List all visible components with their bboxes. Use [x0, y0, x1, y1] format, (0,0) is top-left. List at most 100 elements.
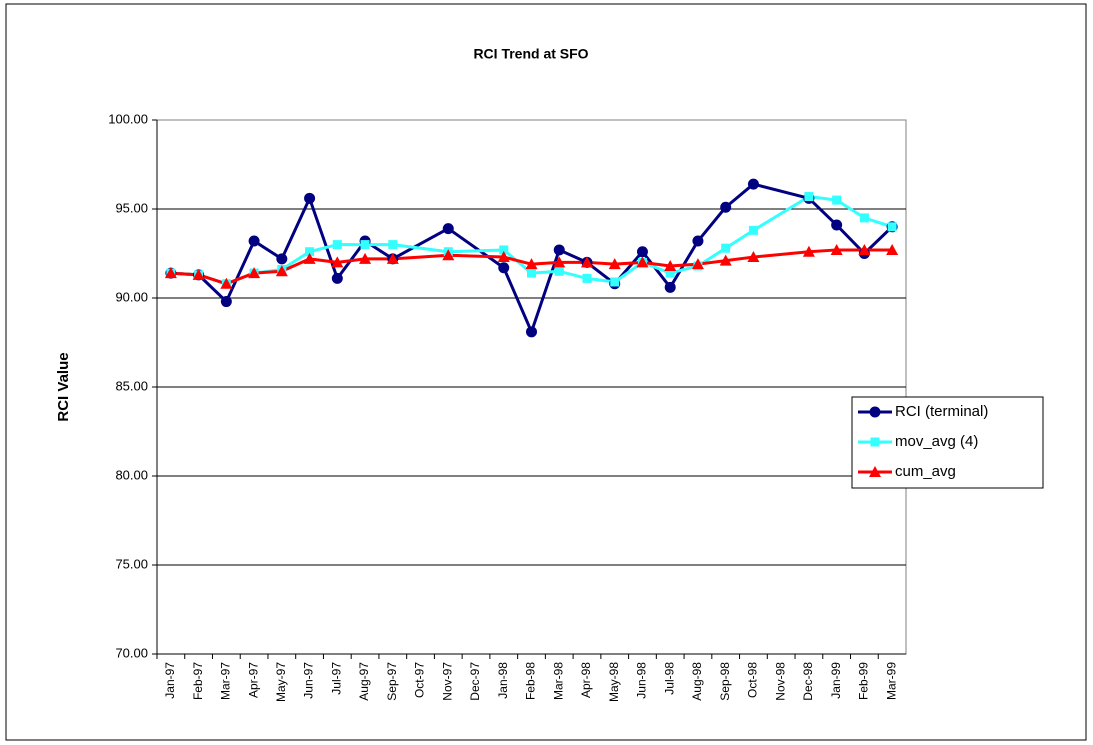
x-tick-label: Oct-98	[746, 662, 760, 698]
data-point	[442, 249, 455, 261]
data-point	[830, 243, 843, 255]
x-tick-label: May-97	[274, 662, 288, 702]
x-tick-label: Apr-98	[579, 662, 593, 698]
x-tick-label: Aug-97	[357, 662, 371, 701]
data-point	[525, 258, 538, 270]
data-point	[554, 266, 564, 276]
x-tick-label: Feb-98	[524, 662, 538, 700]
data-point	[721, 243, 731, 253]
data-point	[331, 272, 343, 284]
data-point	[886, 243, 899, 255]
y-tick-label: 70.00	[115, 645, 148, 660]
data-point	[305, 247, 315, 257]
y-tick-label: 100.00	[108, 111, 148, 126]
data-point	[831, 219, 843, 231]
data-point	[553, 256, 566, 268]
data-point	[636, 256, 649, 268]
legend: RCI (terminal) mov_avg (4) cum_avg	[851, 396, 1044, 489]
data-point	[553, 244, 565, 256]
x-tick-label: Jul-97	[329, 662, 343, 695]
data-point	[331, 256, 344, 268]
data-point	[360, 240, 370, 250]
data-point	[664, 281, 676, 293]
legend-label: RCI (terminal)	[895, 403, 988, 420]
y-tick-label: 85.00	[115, 378, 148, 393]
data-point	[303, 252, 316, 264]
x-tick-label: May-98	[607, 662, 621, 702]
x-tick-label: Feb-99	[857, 662, 871, 700]
data-point	[664, 259, 677, 271]
x-tick-label: Apr-97	[246, 662, 260, 698]
x-tick-label: Dec-97	[468, 662, 482, 701]
x-tick-label: Nov-97	[440, 662, 454, 701]
x-tick-label: Sep-97	[385, 662, 399, 701]
data-point	[869, 406, 881, 418]
data-point	[220, 277, 233, 289]
data-point	[747, 178, 759, 190]
data-point	[527, 268, 536, 278]
data-point	[608, 258, 621, 270]
data-point	[388, 240, 398, 250]
x-tick-label: Nov-98	[773, 662, 787, 701]
x-tick-label: Mar-99	[884, 662, 898, 700]
y-tick-label: 90.00	[115, 289, 148, 304]
x-tick-label: Aug-98	[690, 662, 704, 701]
data-point	[248, 267, 261, 279]
data-point	[747, 251, 760, 263]
x-tick-label: Mar-97	[219, 662, 233, 700]
series-line	[170, 248, 893, 286]
data-point	[802, 245, 815, 257]
legend-label: cum_avg	[895, 463, 956, 480]
data-point	[497, 251, 510, 263]
data-point	[858, 243, 871, 255]
data-point	[887, 222, 897, 232]
data-point	[248, 235, 260, 247]
x-tick-label: Jul-98	[662, 662, 676, 695]
data-point	[275, 265, 288, 277]
x-tick-label: Jan-99	[829, 662, 843, 699]
chart-title: RCI Trend at SFO	[473, 46, 588, 62]
data-point	[164, 267, 177, 279]
y-tick-label: 75.00	[115, 556, 148, 571]
data-point	[498, 262, 510, 274]
data-point	[220, 296, 232, 308]
data-point	[442, 223, 454, 235]
data-point	[582, 273, 592, 283]
data-point	[720, 201, 732, 213]
legend-label: mov_avg (4)	[895, 433, 978, 450]
data-point	[748, 225, 758, 235]
data-point	[692, 235, 704, 247]
x-tick-label: Sep-98	[718, 662, 732, 701]
data-point	[580, 256, 593, 268]
data-point	[719, 254, 732, 266]
data-point	[526, 326, 537, 338]
x-tick-label: Mar-98	[551, 662, 565, 700]
y-axis-label: RCI Value	[55, 352, 72, 421]
x-tick-label: Oct-97	[413, 662, 427, 698]
data-point	[636, 246, 648, 258]
data-point	[499, 245, 509, 255]
data-point	[332, 240, 342, 250]
x-tick-label: Jan-98	[496, 662, 510, 699]
data-point	[869, 466, 881, 477]
data-point	[870, 437, 880, 447]
x-tick-label: Feb-97	[191, 662, 205, 700]
x-tick-label: Jun-98	[635, 662, 649, 699]
x-tick-label: Jan-97	[163, 662, 177, 699]
data-point	[859, 213, 869, 223]
data-point	[359, 252, 372, 264]
data-point	[691, 258, 704, 270]
y-tick-label: 80.00	[115, 467, 148, 482]
y-tick-label: 95.00	[115, 200, 148, 215]
x-tick-label: Dec-98	[801, 662, 815, 701]
x-tick-label: Jun-97	[302, 662, 316, 699]
data-point	[610, 277, 620, 287]
data-point	[192, 268, 205, 280]
data-point	[665, 268, 675, 278]
data-point	[832, 195, 842, 205]
data-point	[804, 192, 814, 202]
data-point	[304, 192, 316, 204]
data-point	[386, 252, 399, 264]
data-point	[276, 253, 288, 265]
